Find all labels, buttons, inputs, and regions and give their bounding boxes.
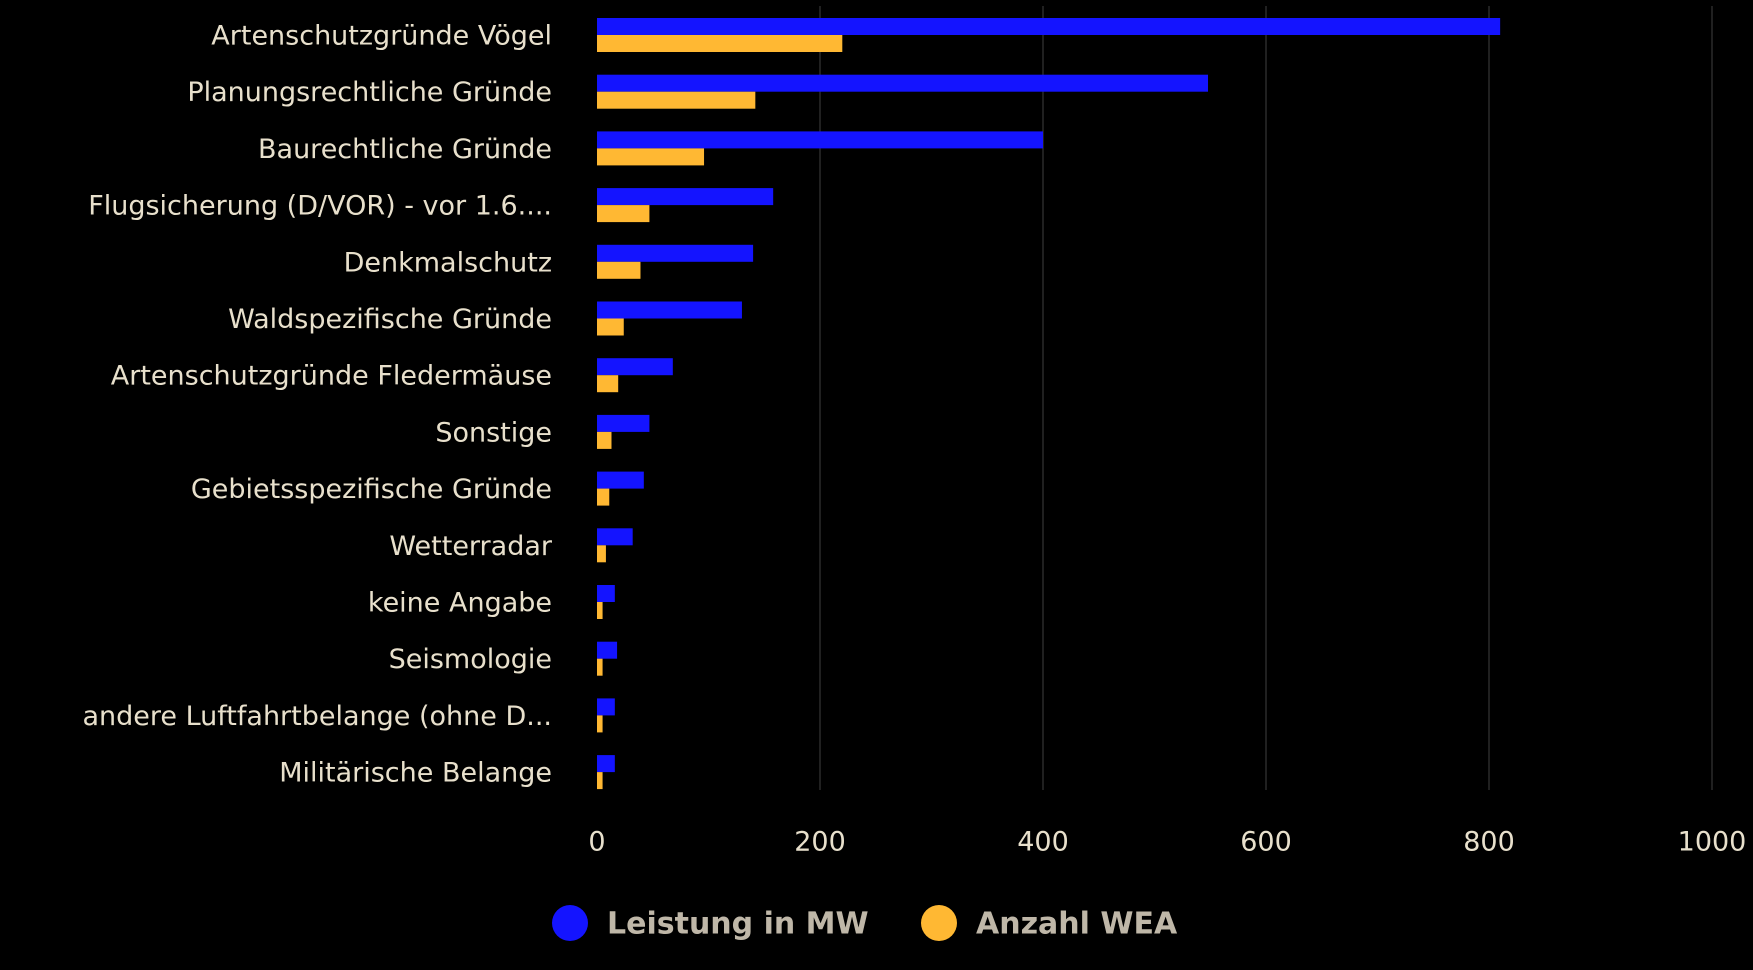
bar-anzahl-11[interactable] — [597, 658, 603, 676]
x-tick-label-200: 200 — [794, 827, 846, 858]
category-label-10: keine Angabe — [368, 588, 552, 619]
legend-label-leistung: Leistung in MW — [607, 907, 869, 942]
bar-anzahl-6[interactable] — [597, 375, 619, 393]
legend-item-anzahl[interactable]: Anzahl WEA — [921, 905, 1178, 942]
bar-leistung-4[interactable] — [597, 244, 754, 262]
category-label-11: Seismologie — [389, 644, 552, 675]
category-label-8: Gebietsspezifische Gründe — [191, 474, 552, 505]
x-axis-tick-labels: 0 200 400 600 800 1000 — [588, 827, 1746, 858]
category-label-7: Sonstige — [435, 417, 552, 448]
legend-item-leistung[interactable]: Leistung in MW — [552, 905, 869, 942]
bar-anzahl-12[interactable] — [597, 715, 603, 733]
bar-anzahl-7[interactable] — [597, 431, 612, 449]
bar-leistung-9[interactable] — [597, 528, 633, 546]
x-tick-label-600: 600 — [1240, 827, 1292, 858]
bar-leistung-2[interactable] — [597, 131, 1043, 149]
bar-anzahl-13[interactable] — [597, 772, 603, 790]
bar-leistung-8[interactable] — [597, 471, 644, 489]
bar-anzahl-1[interactable] — [597, 91, 756, 109]
category-label-1: Planungsrechtliche Gründe — [187, 77, 552, 108]
bar-leistung-3[interactable] — [597, 188, 774, 206]
category-labels: Artenschutzgründe Vögel Planungsrechtlich… — [82, 21, 552, 789]
bar-leistung-10[interactable] — [597, 585, 615, 602]
bar-anzahl-9[interactable] — [597, 545, 606, 563]
bar-leistung-7[interactable] — [597, 414, 650, 432]
bar-leistung-12[interactable] — [597, 698, 615, 716]
bar-anzahl-8[interactable] — [597, 488, 610, 506]
x-tick-label-800: 800 — [1463, 827, 1515, 858]
category-label-0: Artenschutzgründe Vögel — [211, 21, 552, 52]
legend-marker-anzahl — [921, 905, 957, 941]
bar-anzahl-0[interactable] — [597, 35, 843, 52]
legend: Leistung in MW Anzahl WEA — [552, 905, 1178, 942]
bar-leistung-13[interactable] — [597, 755, 615, 773]
legend-label-anzahl: Anzahl WEA — [976, 907, 1178, 942]
legend-marker-leistung — [552, 905, 588, 941]
bar-anzahl-4[interactable] — [597, 261, 641, 279]
bars — [597, 18, 1501, 790]
category-label-5: Waldspezifische Gründe — [228, 304, 552, 335]
category-label-12: andere Luftfahrtbelange (ohne D... — [82, 701, 552, 732]
bar-anzahl-2[interactable] — [597, 148, 705, 166]
category-label-4: Denkmalschutz — [344, 247, 552, 278]
bar-leistung-0[interactable] — [597, 18, 1501, 35]
bar-anzahl-10[interactable] — [597, 602, 603, 619]
bar-anzahl-5[interactable] — [597, 318, 624, 336]
category-label-6: Artenschutzgründe Fledermäuse — [111, 361, 552, 392]
grid-lines — [819, 6, 1713, 790]
x-tick-label-1000: 1000 — [1678, 827, 1747, 858]
bar-leistung-5[interactable] — [597, 301, 742, 319]
bar-anzahl-3[interactable] — [597, 205, 650, 223]
bar-leistung-6[interactable] — [597, 358, 673, 376]
category-label-3: Flugsicherung (D/VOR) - vor 1.6.... — [88, 191, 552, 222]
bar-leistung-1[interactable] — [597, 74, 1209, 92]
x-tick-label-0: 0 — [588, 827, 605, 858]
x-tick-label-400: 400 — [1017, 827, 1069, 858]
category-label-13: Militärische Belange — [279, 758, 552, 789]
category-label-2: Baurechtliche Gründe — [258, 134, 552, 165]
category-label-9: Wetterradar — [389, 531, 552, 562]
bar-leistung-11[interactable] — [597, 641, 618, 659]
